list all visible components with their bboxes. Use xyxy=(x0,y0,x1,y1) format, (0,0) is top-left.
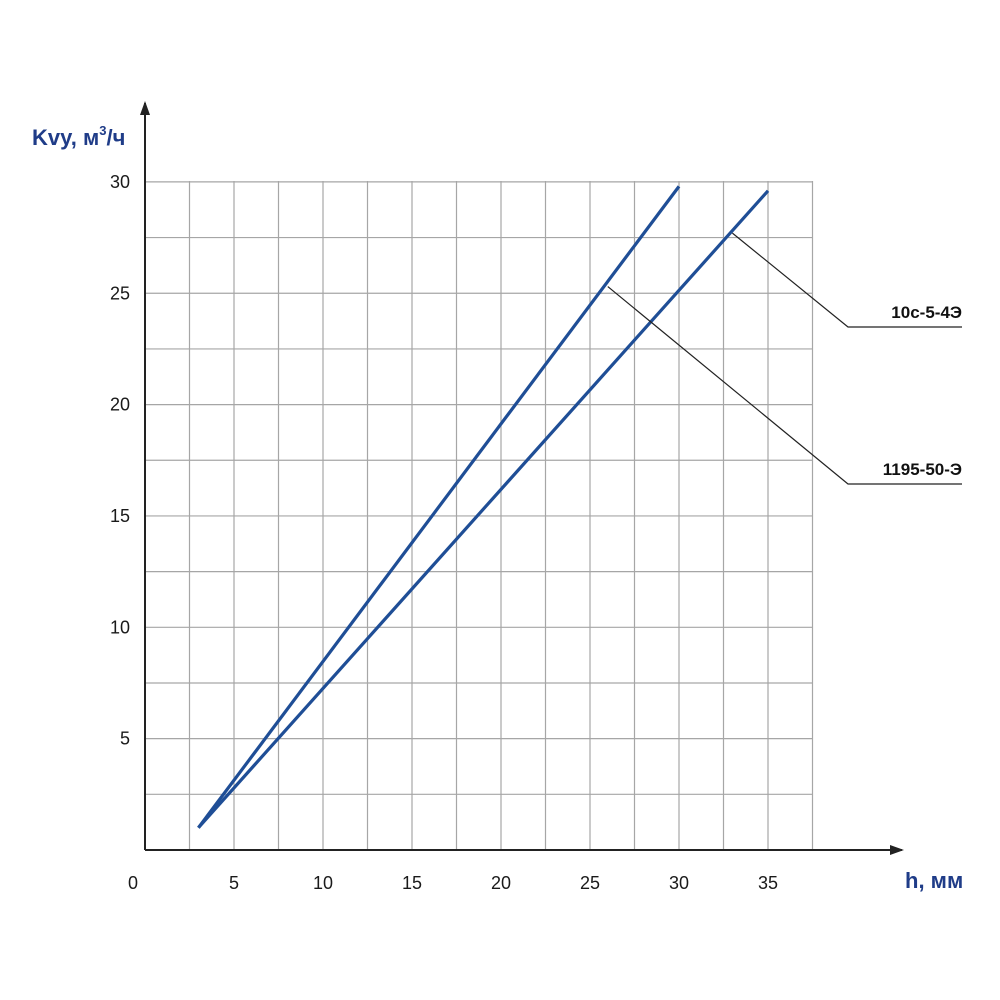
series-label: 1195-50-Э xyxy=(883,460,962,479)
x-tick-label: 30 xyxy=(669,873,689,893)
x-tick-label: 20 xyxy=(491,873,511,893)
x-tick-label: 35 xyxy=(758,873,778,893)
y-tick-label: 30 xyxy=(110,172,130,192)
y-tick-label: 15 xyxy=(110,506,130,526)
x-tick-label: 5 xyxy=(229,873,239,893)
x-axis-title: h, мм xyxy=(905,868,963,893)
annotation-leader xyxy=(607,286,962,485)
axes xyxy=(140,101,904,855)
annotation-leader xyxy=(732,232,962,328)
tick-labels: 0 5 10 15 20 25 30 35 5 10 15 20 25 30 xyxy=(110,172,778,893)
x-tick-label: 25 xyxy=(580,873,600,893)
y-axis-title: Kvy, м3/ч xyxy=(32,123,125,150)
series-line xyxy=(197,185,681,829)
series xyxy=(197,185,770,829)
series-line xyxy=(197,189,770,829)
annotation-leaders: 10с-5-4Э 1195-50-Э xyxy=(607,232,962,485)
y-tick-label: 10 xyxy=(110,617,130,637)
y-tick-label: 25 xyxy=(110,283,130,303)
y-tick-label: 20 xyxy=(110,395,130,415)
series-label: 10с-5-4Э xyxy=(891,303,962,322)
x-origin-label: 0 xyxy=(128,873,138,893)
y-tick-label: 5 xyxy=(120,729,130,749)
x-tick-label: 10 xyxy=(313,873,333,893)
x-tick-label: 15 xyxy=(402,873,422,893)
